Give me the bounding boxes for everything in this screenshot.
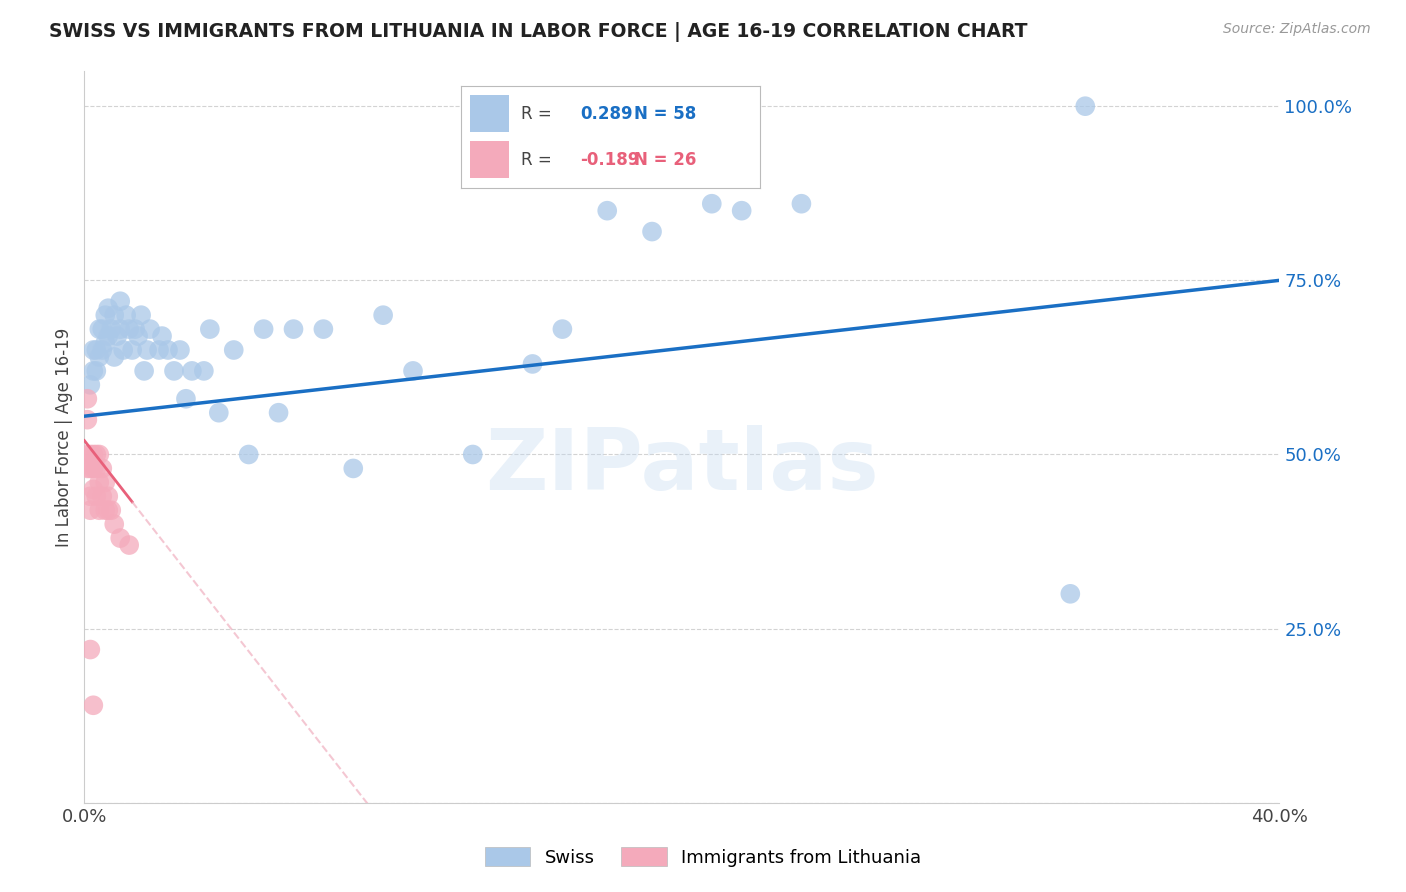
Point: [118, 322, 141, 336]
Point: [110, 531, 132, 545]
Point: [94, 308, 117, 322]
Point: [91, 322, 114, 336]
Point: [312, 322, 335, 336]
Point: [86, 461, 108, 475]
Point: [124, 322, 146, 336]
Point: [100, 503, 122, 517]
Point: [82, 698, 104, 713]
Point: [105, 329, 128, 343]
Point: [89, 503, 111, 517]
Text: Source: ZipAtlas.com: Source: ZipAtlas.com: [1223, 22, 1371, 37]
Point: [86, 343, 108, 357]
Point: [208, 406, 231, 420]
Point: [596, 203, 619, 218]
Point: [790, 196, 813, 211]
Point: [79, 448, 101, 462]
Point: [112, 343, 135, 357]
Point: [103, 308, 125, 322]
Point: [157, 343, 180, 357]
Point: [79, 503, 101, 517]
Point: [641, 225, 664, 239]
Point: [174, 392, 197, 406]
Point: [79, 461, 101, 475]
Y-axis label: In Labor Force | Age 16-19: In Labor Force | Age 16-19: [55, 327, 73, 547]
Point: [76, 412, 98, 426]
Point: [94, 336, 117, 351]
Point: [97, 329, 120, 343]
Point: [86, 364, 108, 378]
Legend: Swiss, Immigrants from Lithuania: Swiss, Immigrants from Lithuania: [478, 840, 928, 874]
Point: [89, 322, 111, 336]
Point: [89, 350, 111, 364]
Point: [461, 448, 484, 462]
Point: [150, 329, 173, 343]
Point: [148, 343, 170, 357]
Point: [110, 294, 132, 309]
Point: [110, 322, 132, 336]
Point: [86, 448, 108, 462]
Point: [193, 364, 215, 378]
Point: [115, 308, 138, 322]
Point: [82, 364, 104, 378]
Point: [129, 308, 152, 322]
Point: [181, 364, 204, 378]
Point: [136, 343, 159, 357]
Point: [169, 343, 191, 357]
Point: [89, 448, 111, 462]
Point: [103, 517, 125, 532]
Point: [82, 343, 104, 357]
Point: [91, 461, 114, 475]
Point: [267, 406, 290, 420]
Point: [222, 343, 245, 357]
Point: [1059, 587, 1081, 601]
Point: [342, 461, 364, 475]
Point: [76, 448, 98, 462]
Point: [79, 377, 101, 392]
Point: [238, 448, 260, 462]
Point: [91, 489, 114, 503]
Text: ZIPatlas: ZIPatlas: [485, 425, 879, 508]
Point: [89, 475, 111, 490]
Point: [97, 301, 120, 316]
Point: [79, 489, 101, 503]
Text: SWISS VS IMMIGRANTS FROM LITHUANIA IN LABOR FORCE | AGE 16-19 CORRELATION CHART: SWISS VS IMMIGRANTS FROM LITHUANIA IN LA…: [49, 22, 1028, 42]
Point: [86, 489, 108, 503]
Point: [97, 489, 120, 503]
Point: [402, 364, 425, 378]
Point: [522, 357, 544, 371]
Point: [103, 350, 125, 364]
Point: [91, 343, 114, 357]
Point: [94, 475, 117, 490]
Point: [100, 322, 122, 336]
Point: [700, 196, 723, 211]
Point: [139, 322, 162, 336]
Point: [731, 203, 754, 218]
Point: [373, 308, 395, 322]
Point: [82, 448, 104, 462]
Point: [79, 642, 101, 657]
Point: [253, 322, 276, 336]
Point: [97, 503, 120, 517]
Point: [198, 322, 221, 336]
Point: [94, 503, 117, 517]
Point: [283, 322, 305, 336]
Point: [551, 322, 574, 336]
Point: [82, 483, 104, 497]
Point: [163, 364, 186, 378]
Point: [1074, 99, 1097, 113]
Point: [132, 364, 156, 378]
Point: [82, 461, 104, 475]
Point: [127, 329, 149, 343]
Point: [118, 538, 141, 552]
Point: [76, 461, 98, 475]
Point: [76, 392, 98, 406]
Point: [121, 343, 143, 357]
